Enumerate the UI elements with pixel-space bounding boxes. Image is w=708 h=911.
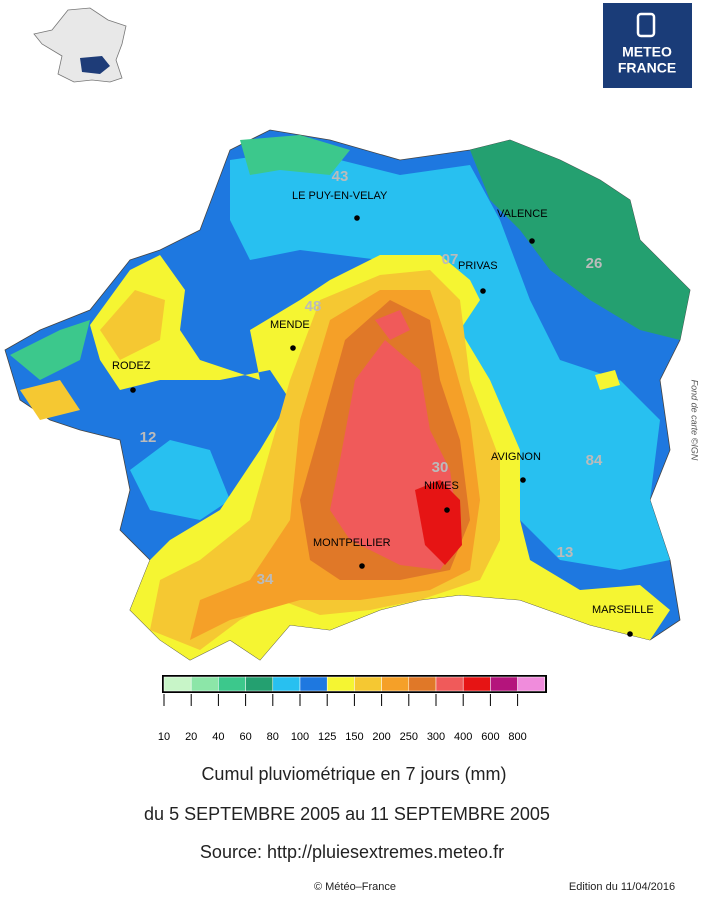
city-label: NIMES xyxy=(424,480,459,492)
city-label: LE PUY-EN-VELAY xyxy=(292,190,388,202)
department-number: 30 xyxy=(432,459,449,476)
department-number: 34 xyxy=(257,571,274,588)
france-inset xyxy=(33,7,127,83)
subtitle: du 5 SEPTEMBRE 2005 au 11 SEPTEMBRE 2005 xyxy=(144,804,550,824)
edition: Edition du 11/04/2016 xyxy=(569,881,675,893)
legend-tick-label: 125 xyxy=(318,731,336,743)
source: Source: http://pluiesextremes.meteo.fr xyxy=(200,842,504,862)
city-dot xyxy=(444,507,450,513)
legend-swatch xyxy=(408,676,437,692)
legend-swatch xyxy=(354,676,382,692)
legend-tick-label: 300 xyxy=(427,731,445,743)
logo-text: METEO xyxy=(622,44,672,60)
map-credit: Fond de carte ©IGN xyxy=(690,380,700,461)
legend-swatch xyxy=(299,676,328,692)
legend-swatch xyxy=(218,676,246,692)
city-dot xyxy=(529,238,535,244)
legend-swatch xyxy=(272,676,301,692)
copyright: © Météo–France xyxy=(314,881,396,893)
department-number: 48 xyxy=(305,298,322,315)
department-number: 12 xyxy=(140,429,157,446)
legend-swatch xyxy=(490,676,518,692)
legend-swatch xyxy=(381,676,410,692)
legend: 10 20 40 60 80 100 125 150 200 250 300 400 600 800 xyxy=(158,676,546,743)
city-dot xyxy=(359,563,365,569)
city-dot xyxy=(354,215,360,221)
city-dot xyxy=(520,477,526,483)
legend-tick-label: 20 xyxy=(185,731,197,743)
city-label: AVIGNON xyxy=(491,451,541,463)
department-number: 13 xyxy=(557,544,574,561)
legend-swatch xyxy=(190,676,219,692)
rain-map xyxy=(4,129,691,661)
city-dot xyxy=(290,345,296,351)
legend-swatch xyxy=(326,676,355,692)
department-number: 07 xyxy=(442,251,459,268)
legend-frame xyxy=(162,675,547,693)
legend-swatch xyxy=(462,676,491,692)
legend-tick-label: 60 xyxy=(239,731,251,743)
legend-tick-label: 100 xyxy=(291,731,309,743)
city-dot xyxy=(627,631,633,637)
legend-tick-label: 800 xyxy=(508,731,526,743)
city-label: MENDE xyxy=(270,319,310,331)
legend-tick-label: 400 xyxy=(454,731,472,743)
legend-swatch xyxy=(435,676,464,692)
city-dot xyxy=(480,288,486,294)
city-label: MONTPELLIER xyxy=(313,537,391,549)
department-number: 43 xyxy=(332,168,349,185)
legend-swatch xyxy=(245,676,274,692)
legend-tick-label: 150 xyxy=(345,731,363,743)
legend-swatch xyxy=(163,676,192,692)
city-label: PRIVAS xyxy=(458,260,498,272)
legend-tick-label: 200 xyxy=(372,731,390,743)
legend-swatch xyxy=(517,676,546,692)
city-label: MARSEILLE xyxy=(592,604,654,616)
legend-tick-label: 40 xyxy=(212,731,224,743)
legend-tick-label: 600 xyxy=(481,731,499,743)
logo-text: FRANCE xyxy=(618,60,676,76)
legend-tick-label: 250 xyxy=(400,731,418,743)
city-label: RODEZ xyxy=(112,360,151,372)
department-number: 26 xyxy=(586,255,603,272)
city-label: VALENCE xyxy=(497,208,548,220)
department-number: 84 xyxy=(586,452,603,469)
title: Cumul pluviométrique en 7 jours (mm) xyxy=(201,764,506,784)
legend-tick-label: 10 xyxy=(158,731,170,743)
legend-tick-label: 80 xyxy=(267,731,279,743)
city-dot xyxy=(130,387,136,393)
logo: METEO FRANCE xyxy=(603,3,692,88)
